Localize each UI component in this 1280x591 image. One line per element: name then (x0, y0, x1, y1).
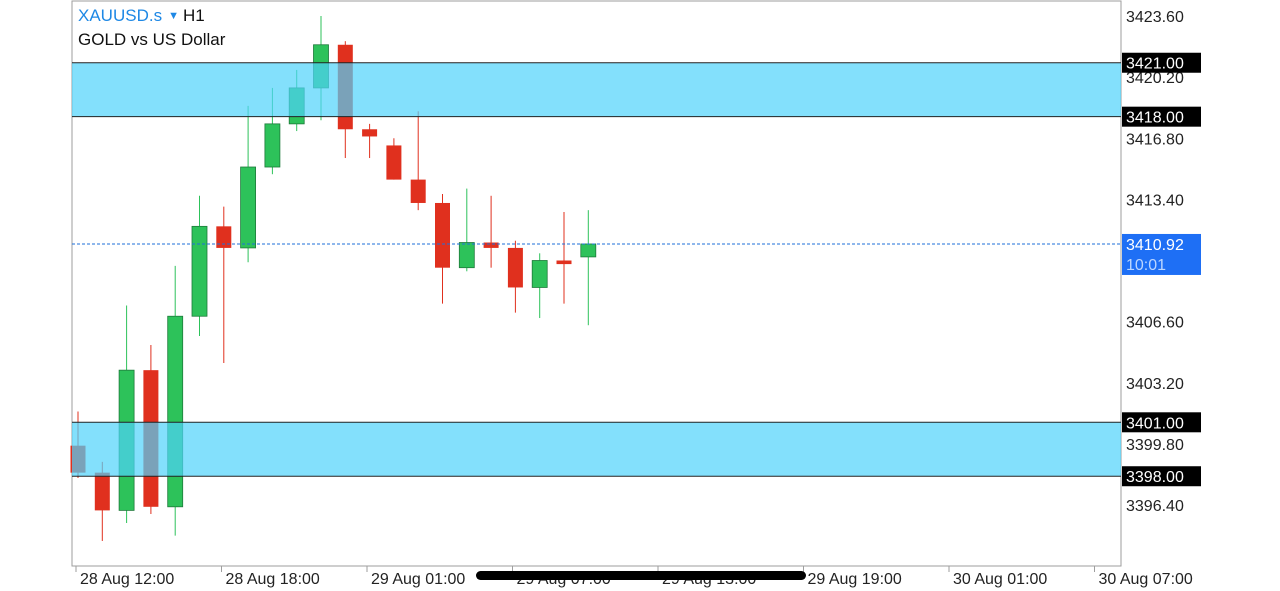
zone-price-label-bg (1122, 106, 1201, 127)
x-tick-label: 28 Aug 18:00 (226, 571, 320, 588)
supply-demand-zone[interactable] (72, 62, 1121, 117)
symbol-description: GOLD vs US Dollar (78, 30, 226, 49)
candle-bear[interactable] (386, 145, 402, 180)
candle-bull[interactable] (458, 242, 475, 269)
y-tick-label: 3399.80 (1126, 437, 1184, 454)
x-tick-label: 30 Aug 07:00 (1099, 571, 1193, 588)
candle-bull[interactable] (240, 166, 257, 249)
y-tick-label: 3396.40 (1126, 498, 1184, 515)
zone-price-label-bg (1122, 466, 1201, 487)
timeframe-label[interactable]: H1 (182, 6, 205, 25)
x-tick-label: 29 Aug 19:00 (808, 571, 902, 588)
candle-bear[interactable] (483, 242, 499, 248)
zone-price-label: 3398.00 (1126, 469, 1184, 486)
y-tick-label: 3403.20 (1126, 376, 1184, 393)
y-tick-label: 3413.40 (1126, 192, 1184, 209)
x-tick-label: 29 Aug 01:00 (371, 571, 465, 588)
candle-bear[interactable] (94, 472, 110, 511)
candle-bull[interactable] (580, 243, 597, 258)
candle-bull[interactable] (191, 225, 208, 317)
symbol-name[interactable]: XAUUSD.s (78, 6, 163, 25)
y-tick-label: 3406.60 (1126, 315, 1184, 332)
candle-bear[interactable] (362, 129, 378, 137)
x-tick-label: 28 Aug 12:00 (80, 571, 174, 588)
zone-price-label: 3401.00 (1126, 415, 1184, 432)
zone-price-label-bg (1122, 412, 1201, 433)
bid-price-label: 3410.92 (1126, 237, 1184, 254)
zone-price-label: 3421.00 (1126, 56, 1184, 73)
supply-demand-zone[interactable] (72, 422, 1121, 477)
candle-bear[interactable] (410, 179, 426, 203)
symbol-dropdown-icon[interactable]: ▼ (168, 10, 179, 22)
bid-price-label-bg (1122, 233, 1201, 275)
y-tick-label: 3423.60 (1126, 9, 1184, 26)
candle-bear[interactable] (556, 260, 572, 265)
candle-countdown: 10:01 (1126, 257, 1166, 274)
zone-price-label-bg (1122, 52, 1201, 73)
x-tick-label: 30 Aug 01:00 (953, 571, 1047, 588)
y-tick-label: 3416.80 (1126, 131, 1184, 148)
horizontal-scrollbar[interactable] (476, 571, 806, 580)
candle-bull[interactable] (264, 123, 281, 168)
candle-bear[interactable] (216, 226, 232, 248)
zone-price-label: 3418.00 (1126, 110, 1184, 127)
candle-bear[interactable] (435, 202, 450, 268)
symbol-title[interactable]: XAUUSD.s ▼ H1 (78, 6, 205, 26)
candle-bear[interactable] (507, 247, 523, 288)
candle-bull[interactable] (531, 260, 548, 288)
y-tick-label: 3420.20 (1126, 70, 1184, 87)
candle-bull[interactable] (167, 315, 184, 508)
